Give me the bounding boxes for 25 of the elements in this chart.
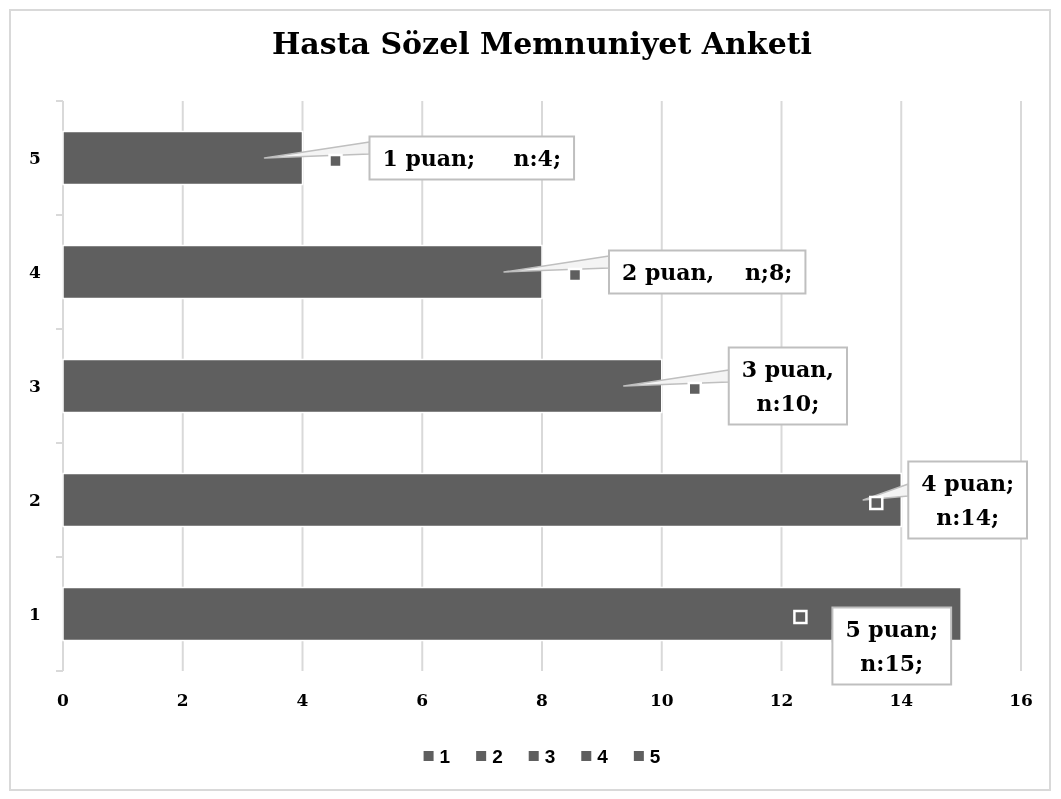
legend-label: 1 — [439, 745, 451, 767]
data-label: 1 puan; n:4; — [382, 144, 562, 171]
x-tick-label: 0 — [57, 689, 70, 710]
chart-title: Hasta Sözel Memnuniyet Anketi — [272, 26, 812, 61]
legend-label: 5 — [649, 745, 661, 767]
x-tick-label: 2 — [176, 689, 189, 710]
data-label: 2 puan, n;8; — [622, 258, 793, 285]
x-tick-label: 12 — [769, 689, 794, 710]
data-label: 3 puan, n:10; — [741, 355, 835, 416]
x-tick-label: 8 — [536, 689, 548, 710]
x-tick-label: 14 — [889, 689, 914, 710]
y-tick-label: 4 — [29, 261, 42, 282]
legend-label: 4 — [597, 745, 609, 767]
data-label: 5 puan; n:15; — [845, 615, 939, 676]
y-tick-label: 1 — [29, 603, 41, 624]
x-tick-label: 6 — [416, 689, 429, 710]
x-tick-label: 10 — [649, 689, 674, 710]
y-tick-label: 3 — [29, 375, 41, 396]
data-label: 4 puan; n:14; — [921, 469, 1014, 530]
legend-label: 2 — [492, 745, 503, 767]
y-tick-label: 2 — [29, 489, 41, 510]
x-tick-label: 16 — [1009, 689, 1033, 710]
y-tick-label: 5 — [29, 147, 41, 168]
x-tick-label: 4 — [296, 689, 309, 710]
legend-label: 3 — [544, 745, 556, 767]
